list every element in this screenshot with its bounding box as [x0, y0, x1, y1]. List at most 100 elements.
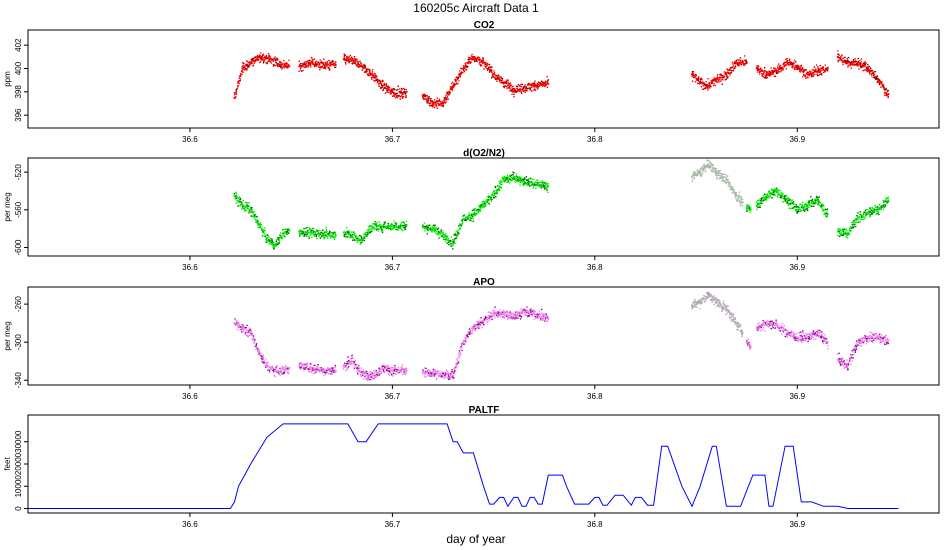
data-point: [322, 372, 324, 374]
data-point: [782, 195, 784, 197]
data-point: [491, 199, 493, 201]
data-point: [533, 179, 535, 181]
data-point: [782, 66, 784, 68]
data-point: [841, 60, 843, 62]
data-point: [274, 370, 276, 372]
data-point: [790, 200, 792, 202]
data-point: [485, 204, 487, 206]
data-point: [400, 227, 402, 229]
data-point: [270, 58, 272, 60]
data-point: [390, 367, 392, 369]
data-point: [250, 330, 252, 332]
data-point: [710, 84, 712, 86]
data-point: [435, 227, 437, 229]
data-point: [442, 102, 444, 104]
data-point: [233, 97, 235, 99]
data-point: [841, 54, 843, 56]
data-point: [401, 95, 403, 97]
data-point: [857, 58, 859, 60]
data-point: [389, 371, 391, 373]
data-point: [787, 197, 789, 199]
data-point: [861, 58, 863, 60]
data-point: [870, 215, 872, 217]
data-point: [782, 193, 784, 195]
data-point: [240, 198, 242, 200]
data-point: [453, 240, 455, 242]
data-point: [695, 81, 697, 83]
data-point: [472, 210, 474, 212]
data-point: [425, 376, 427, 378]
data-point: [510, 82, 512, 84]
data-point: [847, 66, 849, 68]
data-point: [817, 75, 819, 77]
data-point: [238, 323, 240, 325]
data-point: [820, 202, 822, 204]
data-point: [313, 230, 315, 232]
data-point: [374, 227, 376, 229]
data-point: [265, 241, 267, 243]
data-point: [429, 96, 431, 98]
data-point: [238, 205, 240, 207]
data-point: [361, 242, 363, 244]
data-point: [501, 184, 503, 186]
data-point: [716, 81, 718, 83]
data-point: [778, 63, 780, 65]
data-point: [727, 76, 729, 78]
data-point: [323, 62, 325, 64]
data-point: [332, 61, 334, 63]
data-point: [351, 355, 353, 357]
data-point: [703, 170, 705, 172]
data-point: [716, 177, 718, 179]
data-point: [818, 204, 820, 206]
data-point: [523, 181, 525, 183]
data-point: [782, 68, 784, 70]
data-point: [451, 83, 453, 85]
data-point: [439, 99, 441, 101]
data-point: [251, 215, 253, 217]
data-point: [490, 197, 492, 199]
data-point: [793, 203, 795, 205]
data-point: [741, 64, 743, 66]
data-point: [248, 336, 250, 338]
data-point: [509, 88, 511, 90]
data-point: [406, 225, 408, 227]
data-point: [722, 177, 724, 179]
data-point: [701, 86, 703, 88]
data-point: [728, 70, 730, 72]
data-point: [281, 68, 283, 70]
data-point: [468, 217, 470, 219]
data-point: [319, 64, 321, 66]
data-point: [865, 63, 867, 65]
data-point: [382, 231, 384, 233]
data-point: [775, 195, 777, 197]
data-point: [494, 197, 496, 199]
data-point: [280, 235, 282, 237]
data-point: [857, 62, 859, 64]
panel-o2: d(O2/N2) per meg 36.6 36.7 36.8 36.9-600-56…: [3, 148, 939, 272]
data-point: [774, 188, 776, 190]
data-point: [779, 190, 781, 192]
data-point: [263, 54, 265, 56]
data-point: [247, 208, 249, 210]
data-point: [506, 176, 508, 178]
data-point: [373, 370, 375, 372]
data-point: [722, 79, 724, 81]
data-point: [399, 98, 401, 100]
data-point: [885, 88, 887, 90]
data-point: [813, 74, 815, 76]
data-point: [447, 236, 449, 238]
data-point: [299, 234, 301, 236]
data-point: [867, 64, 869, 66]
data-point: [307, 60, 309, 62]
data-point: [359, 365, 361, 367]
data-point: [736, 192, 738, 194]
data-point: [814, 74, 816, 76]
data-point: [879, 204, 881, 206]
data-point: [427, 227, 429, 229]
data-point: [717, 77, 719, 79]
data-point: [804, 204, 806, 206]
data-point: [503, 179, 505, 181]
data-point: [820, 65, 822, 67]
data-point: [266, 365, 268, 367]
data-point: [868, 209, 870, 211]
